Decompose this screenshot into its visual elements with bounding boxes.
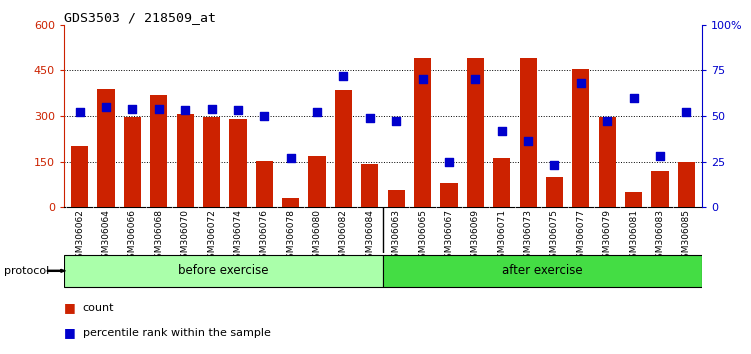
Bar <box>124 118 141 207</box>
Bar <box>572 69 590 207</box>
Text: after exercise: after exercise <box>502 264 583 277</box>
Point <box>337 73 349 79</box>
Point <box>311 109 323 115</box>
Point <box>548 162 560 168</box>
Bar <box>203 116 220 207</box>
Text: GSM306074: GSM306074 <box>234 210 243 264</box>
Bar <box>467 58 484 207</box>
Bar <box>383 255 702 287</box>
Point <box>469 76 481 82</box>
Bar <box>546 177 563 207</box>
Text: protocol: protocol <box>4 266 49 276</box>
Bar <box>282 198 299 207</box>
Point <box>232 108 244 113</box>
Text: GSM306082: GSM306082 <box>339 210 348 264</box>
Bar <box>98 88 115 207</box>
Bar <box>599 118 616 207</box>
Text: GSM306062: GSM306062 <box>75 210 84 264</box>
Point <box>391 119 403 124</box>
Text: percentile rank within the sample: percentile rank within the sample <box>83 328 270 338</box>
Text: GSM306084: GSM306084 <box>365 210 374 264</box>
Bar <box>335 90 352 207</box>
Text: GDS3503 / 218509_at: GDS3503 / 218509_at <box>64 11 216 24</box>
Text: GSM306078: GSM306078 <box>286 210 295 264</box>
Bar <box>361 164 379 207</box>
Point <box>654 153 666 159</box>
Point <box>443 159 455 164</box>
Bar <box>414 58 431 207</box>
Text: GSM306085: GSM306085 <box>682 210 691 264</box>
Point <box>628 95 640 101</box>
Text: GSM306069: GSM306069 <box>471 210 480 264</box>
Point <box>575 80 587 86</box>
Point <box>206 106 218 112</box>
Text: GSM306065: GSM306065 <box>418 210 427 264</box>
Bar <box>150 95 167 207</box>
Text: GSM306063: GSM306063 <box>392 210 401 264</box>
Point <box>179 108 192 113</box>
Text: GSM306081: GSM306081 <box>629 210 638 264</box>
Point <box>522 139 534 144</box>
Text: GSM306075: GSM306075 <box>550 210 559 264</box>
Point <box>100 104 112 110</box>
Bar <box>71 146 88 207</box>
Bar <box>520 58 537 207</box>
Text: GSM306079: GSM306079 <box>603 210 612 264</box>
Text: GSM306067: GSM306067 <box>445 210 454 264</box>
Text: GSM306083: GSM306083 <box>656 210 665 264</box>
Point <box>363 115 376 121</box>
Text: GSM306071: GSM306071 <box>497 210 506 264</box>
Bar <box>625 192 642 207</box>
Point <box>417 76 429 82</box>
Point <box>74 109 86 115</box>
Bar <box>229 119 246 207</box>
Text: ■: ■ <box>64 302 76 314</box>
Point <box>285 155 297 161</box>
Text: GSM306077: GSM306077 <box>576 210 585 264</box>
Text: GSM306072: GSM306072 <box>207 210 216 264</box>
Point <box>680 109 692 115</box>
Bar <box>256 161 273 207</box>
Text: GSM306076: GSM306076 <box>260 210 269 264</box>
Bar <box>651 171 668 207</box>
Point <box>602 119 614 124</box>
Text: GSM306073: GSM306073 <box>523 210 532 264</box>
Bar <box>64 255 383 287</box>
Text: before exercise: before exercise <box>178 264 269 277</box>
Point <box>152 106 164 112</box>
Point <box>496 128 508 133</box>
Bar <box>678 162 695 207</box>
Point <box>258 113 270 119</box>
Bar <box>440 183 457 207</box>
Text: GSM306064: GSM306064 <box>101 210 110 264</box>
Bar <box>388 190 405 207</box>
Text: GSM306066: GSM306066 <box>128 210 137 264</box>
Bar <box>176 114 194 207</box>
Text: GSM306070: GSM306070 <box>181 210 190 264</box>
Bar <box>309 156 326 207</box>
Text: GSM306080: GSM306080 <box>312 210 321 264</box>
Text: count: count <box>83 303 114 313</box>
Text: ■: ■ <box>64 326 76 339</box>
Text: GSM306068: GSM306068 <box>154 210 163 264</box>
Bar <box>493 159 510 207</box>
Point <box>126 106 138 112</box>
